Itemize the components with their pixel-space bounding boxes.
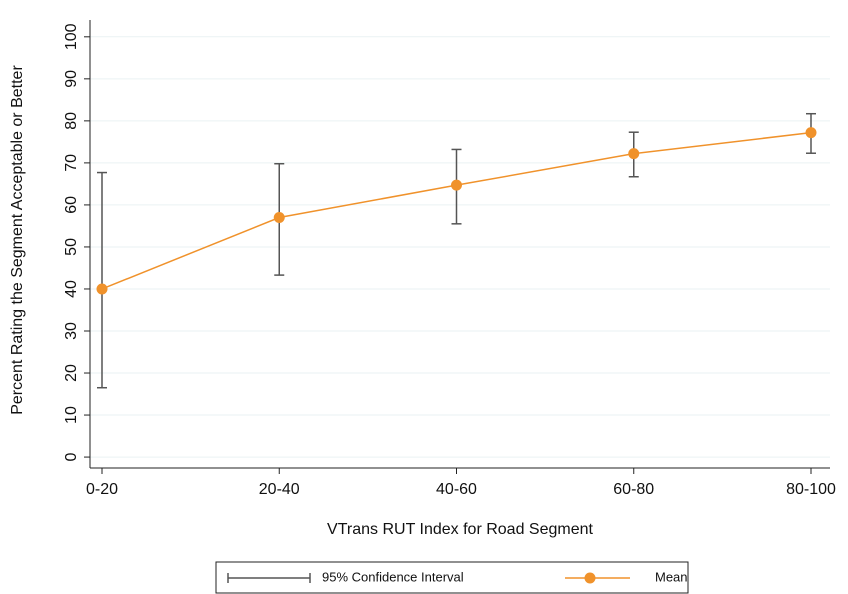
x-tick-label: 0-20 (86, 481, 118, 498)
x-tick-label: 40-60 (436, 481, 477, 498)
x-tick-label: 60-80 (613, 481, 654, 498)
mean-point (451, 179, 462, 191)
x-tick-label: 20-40 (259, 481, 300, 498)
y-tick-label: 40 (63, 280, 80, 298)
legend-label: 95% Confidence Interval (322, 569, 464, 584)
x-tick-label: 80-100 (786, 481, 836, 498)
y-tick-label: 0 (63, 453, 80, 462)
mean-point (805, 127, 817, 139)
y-tick-label: 100 (63, 23, 80, 50)
y-tick-label: 80 (63, 112, 80, 130)
mean-point (273, 212, 285, 224)
y-tick-label: 60 (63, 196, 80, 214)
mean-point (628, 148, 640, 160)
y-tick-label: 30 (63, 322, 80, 340)
legend-label: Mean (655, 569, 688, 584)
y-tick-label: 70 (63, 154, 80, 172)
mean-point (96, 283, 108, 295)
y-tick-label: 20 (63, 364, 80, 382)
legend-mean-point (584, 572, 596, 584)
x-axis-title: VTrans RUT Index for Road Segment (327, 521, 593, 538)
y-tick-label: 10 (63, 406, 80, 424)
y-tick-label: 50 (63, 238, 80, 256)
y-tick-label: 90 (63, 70, 80, 88)
y-axis-title: Percent Rating the Segment Acceptable or… (9, 65, 26, 415)
